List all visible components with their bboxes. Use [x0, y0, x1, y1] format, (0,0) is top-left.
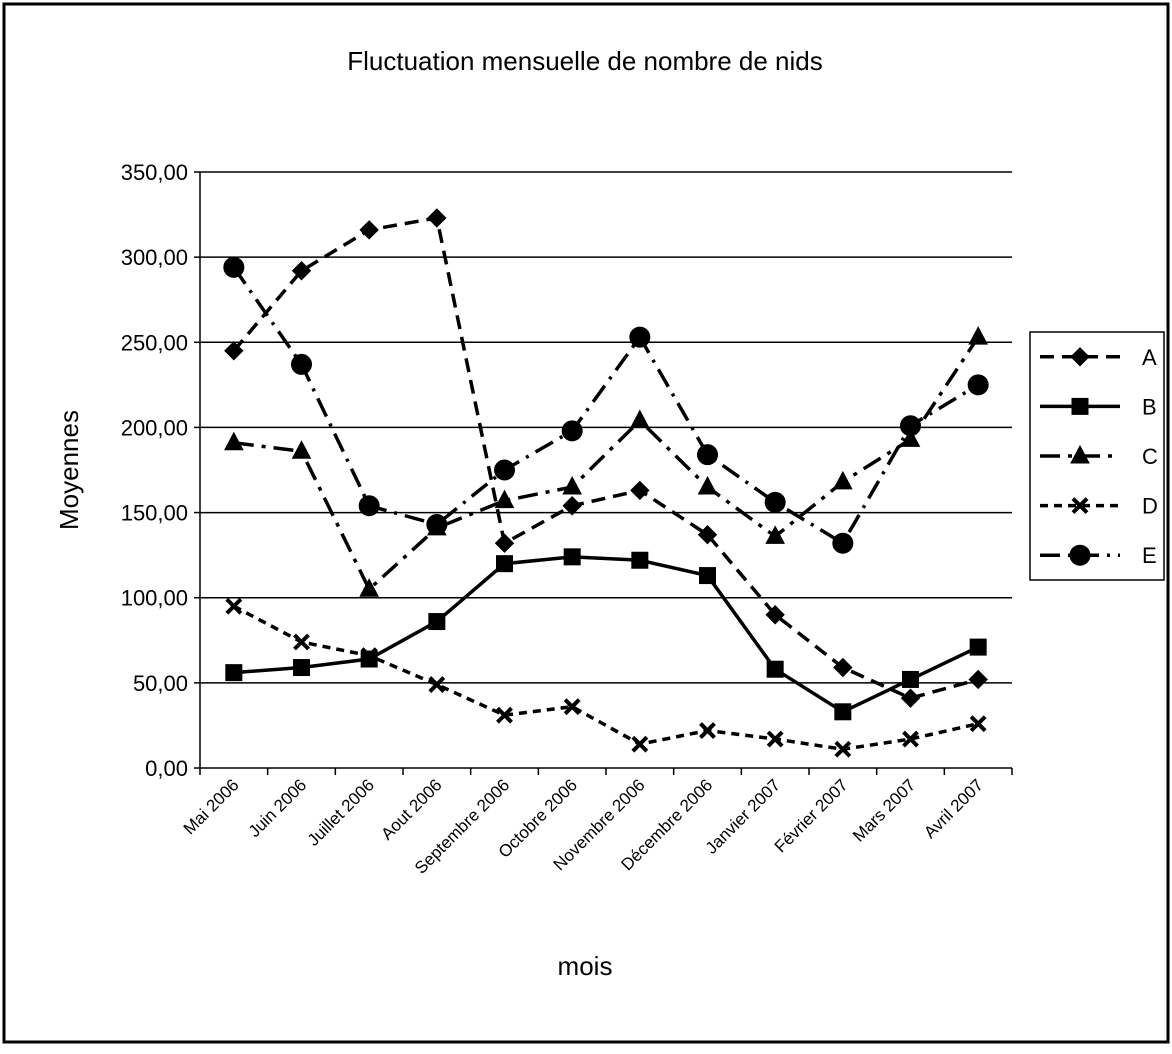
point — [630, 409, 650, 429]
point — [496, 555, 513, 573]
point — [562, 496, 582, 516]
legend-label: B — [1142, 394, 1157, 419]
y-tick-label: 100,00 — [121, 586, 188, 611]
point — [291, 440, 312, 459]
point — [223, 256, 245, 278]
point — [765, 525, 785, 544]
point — [764, 491, 786, 513]
point — [766, 660, 784, 678]
series-line — [233, 604, 979, 752]
series-line — [233, 336, 980, 593]
point — [699, 722, 716, 739]
point — [697, 525, 718, 545]
point — [428, 676, 446, 693]
point — [224, 341, 244, 361]
legend-marker — [1071, 497, 1089, 515]
y-tick-label: 300,00 — [121, 245, 188, 270]
chart-title: Fluctuation mensuelle de nombre de nids — [347, 46, 823, 76]
point — [833, 657, 853, 678]
point — [359, 220, 379, 240]
x-tick-label: Mai 2006 — [180, 775, 243, 838]
x-tick-label: Février 2007 — [771, 775, 852, 856]
point — [494, 489, 515, 509]
point — [496, 706, 513, 724]
y-tick-label: 0,00 — [145, 756, 188, 781]
point — [494, 533, 515, 553]
point — [697, 475, 718, 495]
point — [225, 664, 243, 682]
y-tick-label: 150,00 — [121, 501, 188, 526]
point — [494, 459, 515, 481]
x-axis-title: mois — [558, 951, 613, 981]
point — [427, 208, 447, 228]
point — [968, 326, 988, 345]
legend-marker — [1070, 444, 1090, 464]
point — [426, 513, 448, 535]
point — [291, 261, 312, 281]
point — [967, 374, 989, 396]
point — [631, 735, 649, 753]
legend-marker — [1070, 347, 1090, 367]
x-tick-label: Juin 2006 — [245, 775, 311, 841]
x-tick-label: Aout 2006 — [377, 775, 445, 843]
point — [765, 605, 785, 625]
point — [631, 551, 649, 569]
point — [968, 669, 988, 690]
x-tick-label: Juillet 2006 — [304, 775, 378, 849]
point — [358, 495, 380, 517]
legend-label: E — [1142, 543, 1157, 568]
point — [562, 475, 582, 495]
legend-label: C — [1142, 444, 1158, 469]
point — [293, 659, 310, 677]
point — [832, 532, 854, 554]
point — [629, 326, 651, 348]
legend-marker — [1069, 544, 1091, 566]
point — [699, 567, 716, 585]
point — [969, 715, 987, 733]
y-tick-label: 200,00 — [121, 415, 188, 440]
point — [697, 444, 718, 466]
point — [360, 647, 378, 665]
y-tick-label: 250,00 — [121, 330, 188, 355]
legend-label: D — [1142, 494, 1158, 519]
series-line — [233, 555, 979, 714]
point — [766, 730, 784, 748]
x-tick-label: Mars 2007 — [849, 775, 919, 845]
point — [630, 480, 650, 501]
series-line — [232, 266, 980, 546]
point — [563, 548, 581, 566]
point — [900, 415, 921, 437]
point — [359, 578, 379, 597]
point — [293, 633, 310, 651]
y-tick-label: 50,00 — [133, 671, 188, 696]
point — [225, 597, 243, 615]
legend-label: A — [1142, 345, 1157, 370]
point — [902, 730, 919, 748]
y-tick-label: 350,00 — [121, 160, 188, 185]
point — [902, 670, 919, 688]
point — [224, 431, 244, 451]
point — [561, 420, 583, 442]
series-line — [232, 215, 979, 701]
point — [428, 613, 446, 631]
point — [900, 688, 921, 708]
point — [563, 698, 581, 716]
point — [900, 428, 921, 447]
point — [834, 740, 852, 758]
y-axis-title: Moyennes — [54, 410, 84, 530]
legend-marker — [1071, 397, 1089, 415]
x-tick-label: Avril 2007 — [920, 775, 987, 842]
point — [833, 470, 853, 490]
point — [291, 353, 312, 375]
point — [834, 703, 852, 721]
point — [969, 638, 987, 656]
